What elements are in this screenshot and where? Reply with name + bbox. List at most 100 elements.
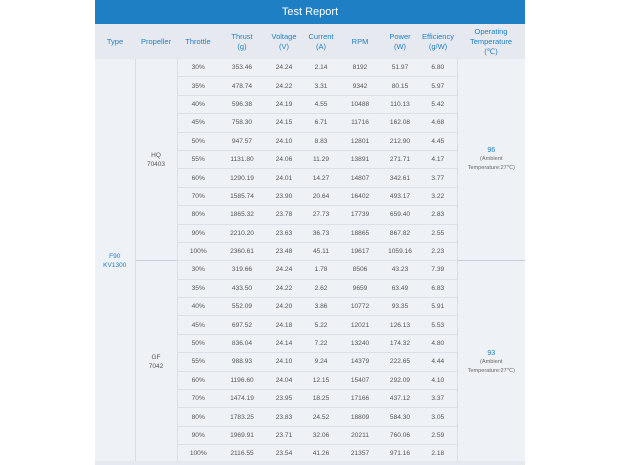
cell-voltage: 24.22 [265,279,303,299]
cell-power: 1059.16 [381,242,419,262]
column-header-type: Type [95,24,135,59]
cell-rpm: 10772 [339,297,381,317]
cell-thrust: 478.74 [219,76,265,96]
cell-voltage: 24.04 [265,371,303,391]
cell-current: 5.22 [303,315,339,335]
table-row: 100% 2360.61 23.48 45.11 19617 1059.16 2.23 [95,242,525,262]
cell-voltage: 24.22 [265,76,303,96]
table-row: 50% 947.57 24.10 8.83 12801 212.90 4.45 [95,132,525,151]
cell-power: 271.71 [381,150,419,170]
cell-throttle: 100% [177,242,219,262]
cell-thrust: 1290.19 [219,168,265,188]
cell-power: 760.06 [381,426,419,446]
cell-throttle: 40% [177,297,219,317]
cell-thrust: 2210.20 [219,224,265,243]
table-row: 80% 1783.25 23.83 24.52 18809 584.30 3.05 [95,407,525,427]
cell-current: 36.73 [303,224,339,243]
table-row: 60% 1196.60 24.04 12.15 15407 292.09 4.10 [95,371,525,391]
cell-throttle: 60% [177,371,219,391]
column-header-current: Current (A) [303,24,339,59]
cell-efficiency: 4.10 [419,371,457,391]
cell-thrust: 697.52 [219,315,265,335]
cell-voltage: 23.90 [265,187,303,207]
cell-rpm: 18809 [339,407,381,427]
cell-thrust: 1783.25 [219,407,265,427]
cell-throttle: 80% [177,407,219,427]
table-row: F90 KV1300 HQ 70403 30% 353.46 24.24 2.14 8192… [95,59,525,464]
cell-rpm: 15407 [339,371,381,391]
column-header-voltage: Voltage (V) [265,24,303,59]
cell-power: 222.65 [381,352,419,372]
table-row: 90% 1969.91 23.71 32.06 20211 760.06 2.59 [95,426,525,446]
cell-throttle: 70% [177,187,219,207]
column-header-rpm: RPM [339,24,381,59]
cell-rpm: 8506 [339,260,381,280]
cell-thrust: 319.66 [219,260,265,280]
cell-voltage: 23.95 [265,389,303,409]
column-header-thrust: Thrust (g) [219,24,265,59]
cell-voltage: 23.71 [265,426,303,446]
cell-power: 126.13 [381,315,419,335]
propeller-cell: GF 7042 [135,260,178,464]
table-row: 45% 697.52 24.18 5.22 12021 126.13 5.53 [95,315,525,335]
cell-thrust: 1865.32 [219,205,265,225]
cell-throttle: 55% [177,352,219,372]
cell-thrust: 988.93 [219,352,265,372]
cell-thrust: 1196.60 [219,371,265,391]
cell-power: 292.09 [381,371,419,391]
cell-current: 27.73 [303,205,339,225]
cell-rpm: 14807 [339,168,381,188]
table-body: F90 KV1300 HQ 70403 30% 353.46 24.24 2.14 8192… [95,59,525,464]
cell-current: 1.78 [303,260,339,280]
cell-efficiency: 5.97 [419,76,457,96]
cell-thrust: 1131.80 [219,150,265,170]
cell-voltage: 24.24 [265,260,303,280]
cell-rpm: 14379 [339,352,381,372]
cell-throttle: 50% [177,334,219,354]
cell-power: 174.32 [381,334,419,354]
table-header-row: Type Propeller Throttle Thrust (g) Voltage (… [95,24,525,59]
cell-efficiency: 3.22 [419,187,457,207]
cell-efficiency: 5.53 [419,315,457,335]
table-row: 50% 836.04 24.14 7.22 13240 174.32 4.80 [95,334,525,354]
cell-voltage: 24.06 [265,150,303,170]
cell-power: 493.17 [381,187,419,207]
table-row: 40% 552.09 24.20 3.86 10772 93.35 5.91 [95,297,525,317]
table-row: GF 7042 30% 319.66 24.24 1.78 8506 43.23 7.39 93… [95,260,525,464]
cell-thrust: 2360.61 [219,242,265,262]
cell-rpm: 9659 [339,279,381,299]
cell-power: 342.61 [381,168,419,188]
temperature-note: (Ambient Temperature:27℃) [467,358,515,374]
cell-throttle: 90% [177,224,219,243]
cell-efficiency: 2.55 [419,224,457,243]
temperature-cell: 93 (Ambient Temperature:27℃) [456,260,525,464]
temperature-cell: 96 (Ambient Temperature:27℃) [456,59,525,261]
cell-thrust: 1969.91 [219,426,265,446]
cell-current: 11.29 [303,150,339,170]
cell-rpm: 12021 [339,315,381,335]
cell-throttle: 30% [177,59,219,78]
cell-voltage: 24.14 [265,334,303,354]
cell-efficiency: 6.80 [419,59,457,78]
cell-thrust: 596.38 [219,95,265,115]
cell-throttle: 35% [177,279,219,299]
table-row: 60% 1290.19 24.01 14.27 14807 342.61 3.77 [95,168,525,188]
cell-rpm: 20211 [339,426,381,446]
cell-power: 43.23 [381,260,419,280]
cell-voltage: 24.01 [265,168,303,188]
propeller-cell: HQ 70403 [135,59,178,261]
cell-current: 9.24 [303,352,339,372]
cell-voltage: 23.63 [265,224,303,243]
cell-rpm: 17739 [339,205,381,225]
cell-rpm: 21357 [339,444,381,464]
test-report: Test Report Type Propeller Throttle Thrust … [95,0,525,465]
column-header-throttle: Throttle [177,24,219,59]
cell-voltage: 24.15 [265,113,303,133]
cell-voltage: 24.10 [265,132,303,151]
cell-thrust: 836.04 [219,334,265,354]
table-row: 70% 1474.19 23.95 18.25 17166 437.12 3.37 [95,389,525,409]
table-row: 35% 478.74 24.22 3.31 9342 80.15 5.97 [95,76,525,96]
cell-power: 971.16 [381,444,419,464]
cell-current: 2.62 [303,279,339,299]
cell-voltage: 24.10 [265,352,303,372]
